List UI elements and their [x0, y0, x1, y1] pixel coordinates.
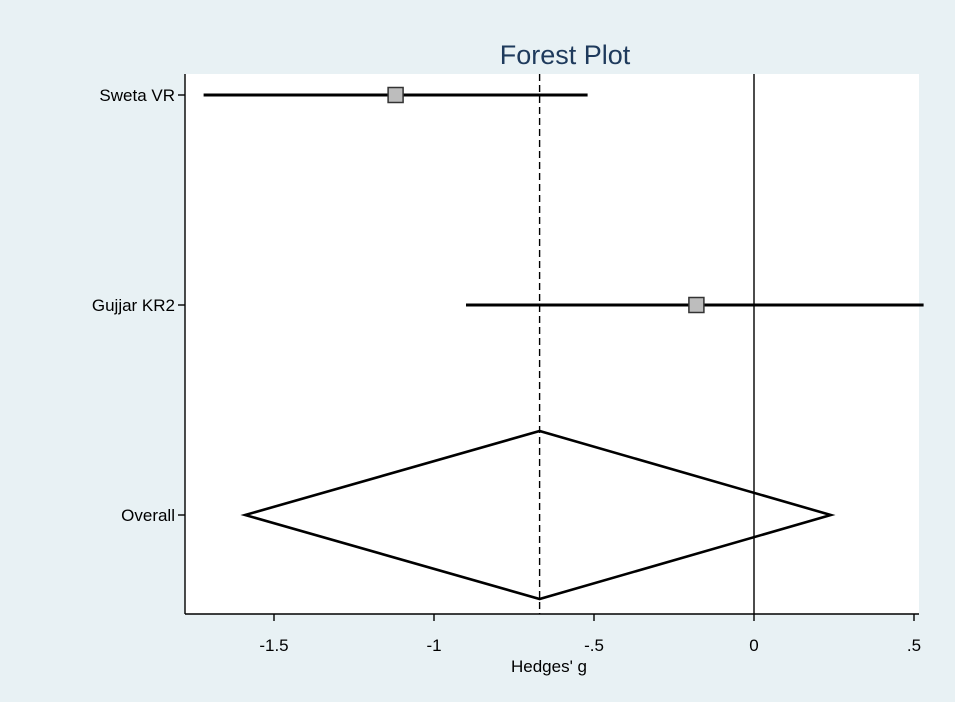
y-axis-ticks: Sweta VR Gujjar KR2 Overall: [92, 86, 185, 525]
y-tick-label: Gujjar KR2: [92, 296, 175, 315]
y-tick-label: Overall: [121, 506, 175, 525]
x-tick-label: -.5: [584, 636, 604, 655]
chart-title: Forest Plot: [500, 40, 631, 70]
x-axis-ticks: -1.5 -1 -.5 0 .5: [259, 614, 921, 655]
study-estimate-marker: [387, 86, 404, 104]
x-axis-label: Hedges' g: [511, 657, 587, 676]
x-tick-label: -1: [426, 636, 441, 655]
study-estimate-marker: [688, 296, 705, 314]
plot-area: [185, 74, 919, 614]
x-tick-label: -1.5: [259, 636, 288, 655]
x-tick-label: .5: [907, 636, 921, 655]
chart-marks: [203, 74, 924, 614]
y-tick-label: Sweta VR: [99, 86, 175, 105]
overall-diamond: [240, 429, 836, 601]
x-tick-label: 0: [749, 636, 758, 655]
